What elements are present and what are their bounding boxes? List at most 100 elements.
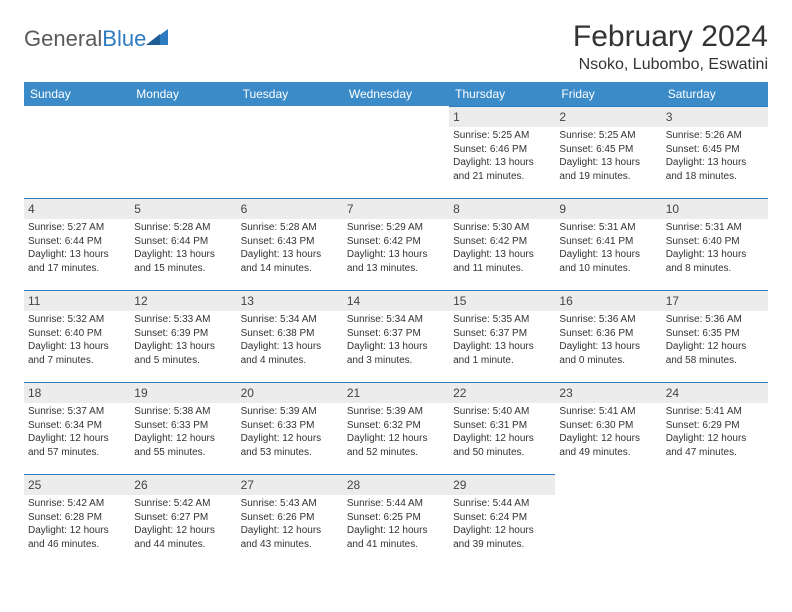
day-body: Sunrise: 5:32 AMSunset: 6:40 PMDaylight:… xyxy=(24,311,130,373)
sunrise-text: Sunrise: 5:41 AM xyxy=(559,405,657,419)
day-number: 12 xyxy=(130,290,236,311)
daylight-text: and 44 minutes. xyxy=(134,538,232,552)
daylight-text: and 19 minutes. xyxy=(559,170,657,184)
sunset-text: Sunset: 6:36 PM xyxy=(559,327,657,341)
sunset-text: Sunset: 6:42 PM xyxy=(347,235,445,249)
sunset-text: Sunset: 6:33 PM xyxy=(134,419,232,433)
day-cell xyxy=(343,106,449,198)
sunset-text: Sunset: 6:44 PM xyxy=(134,235,232,249)
day-number: 10 xyxy=(662,198,768,219)
sunset-text: Sunset: 6:45 PM xyxy=(559,143,657,157)
page-header: GeneralBlue February 2024 Nsoko, Lubombo… xyxy=(24,20,768,74)
day-number: 26 xyxy=(130,474,236,495)
daylight-text: and 43 minutes. xyxy=(241,538,339,552)
sunset-text: Sunset: 6:35 PM xyxy=(666,327,764,341)
day-number: 1 xyxy=(449,106,555,127)
day-body: Sunrise: 5:28 AMSunset: 6:44 PMDaylight:… xyxy=(130,219,236,281)
day-body: Sunrise: 5:38 AMSunset: 6:33 PMDaylight:… xyxy=(130,403,236,465)
weekday-header: Sunday xyxy=(24,82,130,106)
daylight-text: Daylight: 12 hours xyxy=(134,524,232,538)
sunset-text: Sunset: 6:40 PM xyxy=(28,327,126,341)
sunrise-text: Sunrise: 5:31 AM xyxy=(666,221,764,235)
daylight-text: and 55 minutes. xyxy=(134,446,232,460)
daylight-text: Daylight: 12 hours xyxy=(347,432,445,446)
day-cell xyxy=(237,106,343,198)
day-body: Sunrise: 5:36 AMSunset: 6:36 PMDaylight:… xyxy=(555,311,661,373)
day-body: Sunrise: 5:31 AMSunset: 6:40 PMDaylight:… xyxy=(662,219,768,281)
daylight-text: Daylight: 12 hours xyxy=(453,432,551,446)
sunrise-text: Sunrise: 5:42 AM xyxy=(134,497,232,511)
day-body: Sunrise: 5:41 AMSunset: 6:29 PMDaylight:… xyxy=(662,403,768,465)
sunset-text: Sunset: 6:24 PM xyxy=(453,511,551,525)
daylight-text: and 8 minutes. xyxy=(666,262,764,276)
sunrise-text: Sunrise: 5:39 AM xyxy=(347,405,445,419)
weekday-header-row: Sunday Monday Tuesday Wednesday Thursday… xyxy=(24,82,768,106)
day-body: Sunrise: 5:26 AMSunset: 6:45 PMDaylight:… xyxy=(662,127,768,189)
sunrise-text: Sunrise: 5:34 AM xyxy=(241,313,339,327)
sunset-text: Sunset: 6:25 PM xyxy=(347,511,445,525)
day-number: 6 xyxy=(237,198,343,219)
day-number: 22 xyxy=(449,382,555,403)
weekday-header: Thursday xyxy=(449,82,555,106)
day-cell: 28Sunrise: 5:44 AMSunset: 6:25 PMDayligh… xyxy=(343,474,449,566)
daylight-text: and 41 minutes. xyxy=(347,538,445,552)
day-cell xyxy=(662,474,768,566)
day-number: 25 xyxy=(24,474,130,495)
day-cell: 11Sunrise: 5:32 AMSunset: 6:40 PMDayligh… xyxy=(24,290,130,382)
daylight-text: Daylight: 12 hours xyxy=(666,340,764,354)
location-text: Nsoko, Lubombo, Eswatini xyxy=(573,56,768,74)
daylight-text: Daylight: 13 hours xyxy=(347,248,445,262)
day-number: 14 xyxy=(343,290,449,311)
sunrise-text: Sunrise: 5:36 AM xyxy=(666,313,764,327)
daylight-text: and 10 minutes. xyxy=(559,262,657,276)
daylight-text: Daylight: 13 hours xyxy=(347,340,445,354)
sunset-text: Sunset: 6:40 PM xyxy=(666,235,764,249)
day-number: 3 xyxy=(662,106,768,127)
sunset-text: Sunset: 6:27 PM xyxy=(134,511,232,525)
sunrise-text: Sunrise: 5:28 AM xyxy=(241,221,339,235)
logo-word2: Blue xyxy=(102,26,146,51)
day-number: 20 xyxy=(237,382,343,403)
daylight-text: and 3 minutes. xyxy=(347,354,445,368)
day-body: Sunrise: 5:41 AMSunset: 6:30 PMDaylight:… xyxy=(555,403,661,465)
daylight-text: and 11 minutes. xyxy=(453,262,551,276)
day-body: Sunrise: 5:40 AMSunset: 6:31 PMDaylight:… xyxy=(449,403,555,465)
day-number: 2 xyxy=(555,106,661,127)
weekday-header: Friday xyxy=(555,82,661,106)
daylight-text: and 5 minutes. xyxy=(134,354,232,368)
daylight-text: Daylight: 13 hours xyxy=(559,340,657,354)
daylight-text: and 47 minutes. xyxy=(666,446,764,460)
day-cell: 13Sunrise: 5:34 AMSunset: 6:38 PMDayligh… xyxy=(237,290,343,382)
sunrise-text: Sunrise: 5:34 AM xyxy=(347,313,445,327)
day-body: Sunrise: 5:34 AMSunset: 6:37 PMDaylight:… xyxy=(343,311,449,373)
day-number: 27 xyxy=(237,474,343,495)
daylight-text: Daylight: 12 hours xyxy=(28,524,126,538)
day-body: Sunrise: 5:37 AMSunset: 6:34 PMDaylight:… xyxy=(24,403,130,465)
sunrise-text: Sunrise: 5:29 AM xyxy=(347,221,445,235)
calendar-week-row: 18Sunrise: 5:37 AMSunset: 6:34 PMDayligh… xyxy=(24,382,768,474)
day-body: Sunrise: 5:39 AMSunset: 6:32 PMDaylight:… xyxy=(343,403,449,465)
logo: GeneralBlue xyxy=(24,20,172,52)
sunrise-text: Sunrise: 5:25 AM xyxy=(453,129,551,143)
day-cell: 20Sunrise: 5:39 AMSunset: 6:33 PMDayligh… xyxy=(237,382,343,474)
day-number: 21 xyxy=(343,382,449,403)
sunset-text: Sunset: 6:30 PM xyxy=(559,419,657,433)
sunset-text: Sunset: 6:38 PM xyxy=(241,327,339,341)
day-cell: 7Sunrise: 5:29 AMSunset: 6:42 PMDaylight… xyxy=(343,198,449,290)
calendar-week-row: 4Sunrise: 5:27 AMSunset: 6:44 PMDaylight… xyxy=(24,198,768,290)
day-cell: 1Sunrise: 5:25 AMSunset: 6:46 PMDaylight… xyxy=(449,106,555,198)
sunrise-text: Sunrise: 5:38 AM xyxy=(134,405,232,419)
sunset-text: Sunset: 6:28 PM xyxy=(28,511,126,525)
sunset-text: Sunset: 6:37 PM xyxy=(347,327,445,341)
daylight-text: Daylight: 12 hours xyxy=(666,432,764,446)
daylight-text: and 1 minute. xyxy=(453,354,551,368)
day-number: 18 xyxy=(24,382,130,403)
day-number: 17 xyxy=(662,290,768,311)
daylight-text: Daylight: 13 hours xyxy=(134,248,232,262)
day-number: 15 xyxy=(449,290,555,311)
calendar-body: 1Sunrise: 5:25 AMSunset: 6:46 PMDaylight… xyxy=(24,106,768,566)
day-body: Sunrise: 5:36 AMSunset: 6:35 PMDaylight:… xyxy=(662,311,768,373)
daylight-text: Daylight: 13 hours xyxy=(559,248,657,262)
daylight-text: Daylight: 13 hours xyxy=(559,156,657,170)
daylight-text: and 39 minutes. xyxy=(453,538,551,552)
